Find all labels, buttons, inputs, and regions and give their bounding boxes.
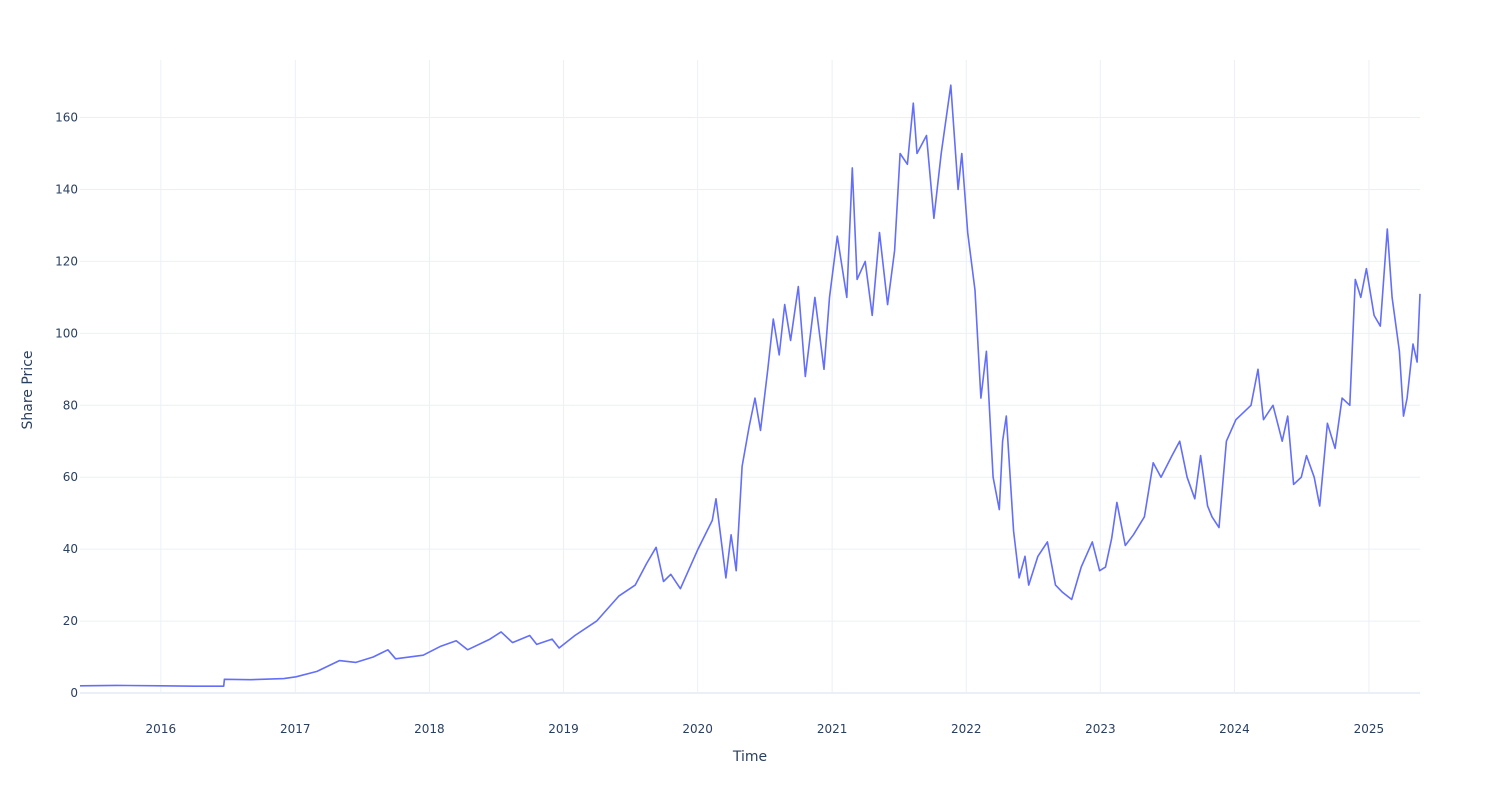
series-layer — [79, 84, 1421, 687]
grid — [80, 60, 1420, 693]
tick-labels: 0 20 40 60 80 100 120 140 160 2016 2017 2018 2019 202… — [55, 111, 1384, 736]
y-tick-label: 80 — [63, 398, 78, 412]
y-tick-label: 60 — [63, 470, 78, 484]
x-axis-title: Time — [732, 749, 767, 765]
x-tick-label: 2021 — [817, 722, 848, 736]
x-tick-label: 2023 — [1085, 722, 1116, 736]
series-line-0 — [79, 84, 1421, 687]
y-tick-label: 0 — [70, 686, 78, 700]
y-axis-title: Share Price — [20, 350, 36, 429]
x-tick-label: 2024 — [1219, 722, 1250, 736]
x-tick-label: 2019 — [548, 722, 579, 736]
x-tick-label: 2025 — [1354, 722, 1385, 736]
y-tick-label: 100 — [55, 326, 78, 340]
y-tick-label: 140 — [55, 182, 78, 196]
x-tick-label: 2016 — [146, 722, 177, 736]
y-tick-label: 160 — [55, 111, 78, 125]
x-tick-label: 2022 — [951, 722, 982, 736]
x-tick-label: 2017 — [280, 722, 311, 736]
x-tick-label: 2018 — [414, 722, 445, 736]
y-tick-label: 20 — [63, 614, 78, 628]
y-tick-label: 120 — [55, 254, 78, 268]
x-tick-label: 2020 — [682, 722, 713, 736]
y-tick-label: 40 — [63, 542, 78, 556]
